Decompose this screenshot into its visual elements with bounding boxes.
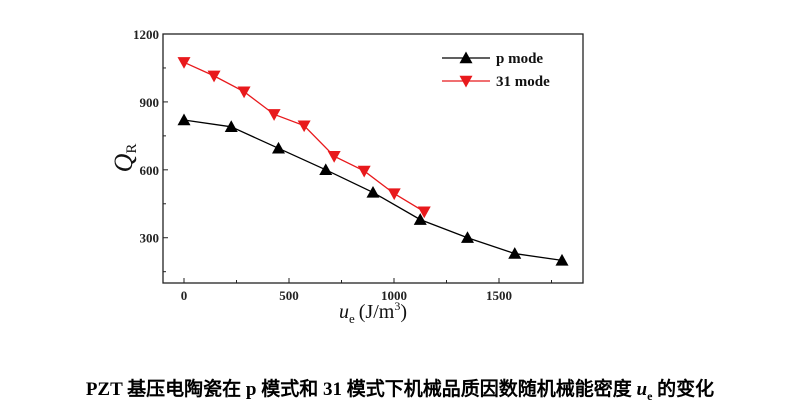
y-tick-label: 1200 [133,27,159,42]
data-point [224,120,238,133]
plot-frame [162,33,584,284]
data-point [357,165,371,178]
figure-caption: PZT 基压电陶瓷在 p 模式和 31 模式下机械品质因数随机械能密度 ue 的… [0,374,800,404]
x-tick-label: 1000 [381,288,407,303]
caption-variable: u [636,379,648,400]
x-tick-label: 1500 [486,288,512,303]
data-point [555,253,569,266]
y-tick-label: 600 [140,163,160,178]
data-point [177,57,191,69]
data-point [177,113,191,126]
legend-label: 31 mode [496,74,550,90]
data-point [267,109,281,121]
data-point [413,213,427,225]
y-tick-label: 300 [140,231,160,246]
data-point [319,163,333,176]
series-line [183,61,425,213]
data-point [417,206,431,219]
series-0 [177,113,569,266]
data-point [297,120,311,133]
series-1 [177,57,431,219]
y-tick-label: 900 [140,95,160,110]
data-point [508,247,522,259]
data-point [366,185,380,198]
data-point [461,231,474,243]
legend-marker [459,75,473,88]
data-point [237,86,251,99]
data-point [387,188,401,201]
data-point [272,141,285,154]
caption-subscript: e [647,388,653,403]
x-tick-label: 500 [279,288,299,303]
data-point [327,151,341,163]
data-point [207,70,221,83]
y-axis-label: QR [109,144,140,173]
x-tick-label: 0 [181,288,188,303]
caption-suffix: 的变化 [652,379,715,400]
legend-label: p mode [496,51,543,67]
x-axis-label: ue (J/m3) [339,299,407,326]
caption-text: PZT 基压电陶瓷在 p 模式和 31 模式下机械品质因数随机械能密度 [85,379,637,400]
legend-marker [459,51,473,64]
